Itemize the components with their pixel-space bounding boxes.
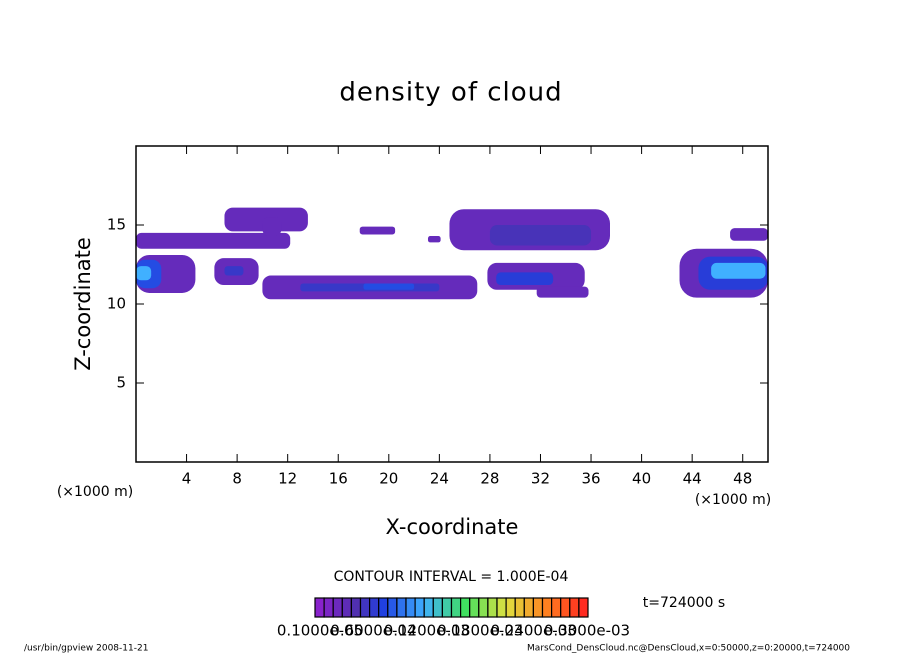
y-tick-label: 5	[116, 374, 126, 392]
x-unit: (×1000 m)	[695, 492, 771, 508]
density-patch	[262, 217, 282, 237]
x-tick-label: 12	[278, 470, 297, 488]
density-patch	[711, 262, 766, 279]
colorbar-frame	[314, 597, 589, 618]
colorbar-cell	[314, 597, 325, 618]
x-tick-label: 8	[232, 470, 242, 488]
y-axis-label: Z-coordinate	[71, 237, 95, 371]
colorbar-cell	[460, 597, 471, 618]
colorbar-label: 0.1800e-03	[437, 622, 523, 640]
colorbar-label: 0.1000e-05	[277, 622, 363, 640]
x-axis-label: X-coordinate	[386, 515, 519, 539]
plot-frame	[135, 145, 769, 463]
colorbar-label: 0.6000e-04	[330, 622, 416, 640]
colorbar-cell	[569, 597, 580, 618]
colorbar: 0.1000e-050.6000e-040.1200e-030.1800e-03…	[277, 597, 630, 640]
colorbar-cell	[323, 597, 334, 618]
colorbar-cell	[350, 597, 362, 618]
x-tick-label: 40	[632, 470, 651, 488]
density-patch	[136, 232, 291, 249]
x-tick-label: 20	[379, 470, 398, 488]
x-tick-label: 32	[531, 470, 550, 488]
density-patch	[489, 225, 592, 246]
contour-interval: CONTOUR INTERVAL = 1.000E-04	[334, 569, 569, 585]
colorbar-cell	[405, 597, 416, 618]
colorbar-cell	[478, 597, 489, 618]
colorbar-cell	[505, 597, 516, 618]
colorbar-cell	[432, 597, 443, 618]
colorbar-cell	[414, 597, 425, 618]
footer-right: MarsCond_DensCloud.nc@DensCloud,x=0:5000…	[527, 644, 850, 654]
colorbar-cell	[532, 597, 544, 618]
colorbar-cell	[469, 597, 480, 618]
colorbar-cell	[396, 597, 407, 618]
colorbar-cell	[541, 597, 553, 618]
colorbar-cell	[441, 597, 453, 618]
x-tick-label: 24	[430, 470, 449, 488]
density-patch	[136, 266, 152, 281]
x-tick-label: 28	[480, 470, 499, 488]
colorbar-cell	[369, 597, 380, 618]
density-patch	[536, 286, 589, 298]
density-patch	[730, 228, 768, 241]
density-patch	[359, 226, 396, 235]
x-tick-label: 4	[182, 470, 192, 488]
colorbar-cell	[496, 597, 507, 618]
x-tick-label: 36	[581, 470, 600, 488]
colorbar-cell	[523, 597, 534, 618]
colorbar-cell	[387, 597, 398, 618]
x-tick-label: 48	[733, 470, 752, 488]
y-unit: (×1000 m)	[57, 484, 133, 500]
time-label: t=724000 s	[643, 595, 725, 611]
colorbar-label: 0.2400e-03	[490, 622, 576, 640]
footer-left: /usr/bin/gpview 2008-11-21	[24, 644, 148, 654]
density-patch	[363, 283, 415, 290]
density-patch	[427, 236, 441, 243]
y-tick-label: 10	[107, 295, 126, 313]
colorbar-cell	[578, 597, 589, 618]
y-tick-label: 15	[107, 216, 126, 234]
colorbar-label: 0.1200e-03	[384, 622, 470, 640]
colorbar-cell	[514, 597, 525, 618]
colorbar-cell	[423, 597, 434, 618]
colorbar-cell	[332, 597, 343, 618]
x-tick-label: 44	[683, 470, 702, 488]
density-patch	[224, 266, 244, 276]
colorbar-label: 0.3000e-03	[544, 622, 630, 640]
density-patch	[496, 272, 554, 286]
colorbar-cell	[359, 597, 371, 618]
colorbar-cell	[450, 597, 462, 618]
colorbar-cell	[560, 597, 571, 618]
colorbar-cell	[550, 597, 562, 618]
colorbar-cell	[487, 597, 498, 618]
colorbar-cell	[378, 597, 389, 618]
chart-title: density of cloud	[339, 78, 562, 108]
x-tick-label: 16	[329, 470, 348, 488]
colorbar-cell	[341, 597, 352, 618]
